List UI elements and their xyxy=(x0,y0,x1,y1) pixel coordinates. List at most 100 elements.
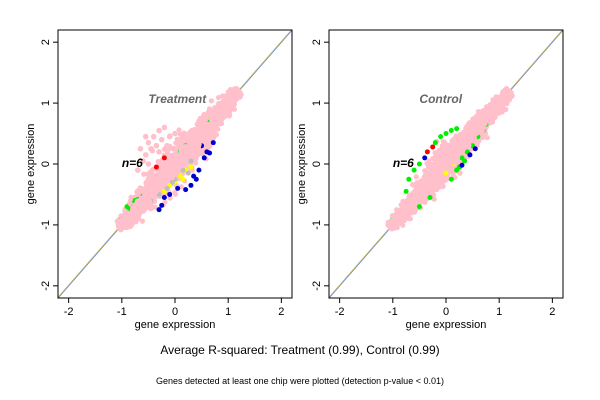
data-point xyxy=(142,133,149,140)
data-point xyxy=(416,161,422,167)
data-point xyxy=(467,152,473,158)
cloud-point xyxy=(483,108,489,114)
cloud-point xyxy=(195,131,201,137)
cloud-point xyxy=(481,120,488,127)
cloud-point xyxy=(465,138,472,144)
cloud-point xyxy=(215,94,222,101)
y-tick-label: -1 xyxy=(311,220,323,230)
cloud-point xyxy=(141,171,147,177)
cloud-point xyxy=(154,178,161,185)
x-tick-label: 2 xyxy=(549,306,555,318)
data-point xyxy=(454,126,460,132)
cloud-point xyxy=(208,98,215,104)
sample-count-label: n=6 xyxy=(122,156,143,170)
cloud-point xyxy=(204,139,210,145)
cloud-point xyxy=(164,169,170,175)
data-point xyxy=(159,202,165,208)
panel-title: Control xyxy=(419,92,462,106)
data-point xyxy=(180,167,186,173)
cloud-point xyxy=(414,187,420,193)
data-point xyxy=(183,187,189,193)
cloud-point xyxy=(450,172,456,179)
control-panel: -2 -1 0 1 2 -2 -1 0 1 2 gene expression gene expres… xyxy=(296,29,564,331)
data-point xyxy=(172,130,178,137)
cloud-point xyxy=(128,212,134,218)
cloud-point xyxy=(204,121,210,127)
cloud-point xyxy=(122,222,128,228)
cloud-point xyxy=(200,131,206,137)
cloud-point xyxy=(152,204,158,210)
cloud-point xyxy=(433,165,439,172)
data-point xyxy=(161,155,167,161)
cloud-point xyxy=(212,131,219,137)
data-point xyxy=(443,131,449,137)
cloud-point xyxy=(419,196,425,202)
cloud-point xyxy=(476,138,482,144)
cloud-point xyxy=(474,119,481,125)
x-tick-label: -1 xyxy=(117,306,127,318)
cloud-point xyxy=(457,140,464,146)
cloud-point xyxy=(226,105,233,111)
data-point xyxy=(185,170,191,176)
data-point xyxy=(145,139,152,146)
cloud-point xyxy=(139,218,145,224)
cloud-point xyxy=(483,112,489,118)
x-tick-label: 1 xyxy=(496,306,502,318)
data-point xyxy=(164,142,170,149)
data-point xyxy=(161,124,168,131)
data-point xyxy=(191,173,197,179)
cloud-point xyxy=(193,139,200,145)
data-point xyxy=(448,128,454,133)
cloud-point xyxy=(425,164,432,170)
data-point xyxy=(188,158,194,164)
data-point xyxy=(153,164,159,170)
data-point xyxy=(166,133,173,140)
data-point xyxy=(156,149,162,155)
data-point xyxy=(427,195,433,200)
cloud-point xyxy=(168,161,175,167)
y-tick-label: -2 xyxy=(311,281,323,291)
treatment-panel: -2 -1 0 1 2 -2 -1 0 1 2 gene expression gene expres… xyxy=(25,29,293,331)
x-tick-label: -2 xyxy=(335,306,345,318)
cloud-point xyxy=(431,196,437,202)
data-point xyxy=(174,139,181,146)
cloud-point xyxy=(172,189,178,195)
cloud-point xyxy=(144,200,150,206)
cloud-point xyxy=(399,212,405,218)
cloud-point xyxy=(196,151,202,157)
cloud-point xyxy=(120,213,127,219)
data-point xyxy=(137,145,144,152)
data-point xyxy=(424,149,430,155)
cloud-point xyxy=(211,123,217,129)
data-point xyxy=(180,176,186,182)
cloud-point xyxy=(437,178,443,184)
cloud-point xyxy=(141,196,147,202)
y-tick-label: -2 xyxy=(40,281,52,291)
cloud-point xyxy=(389,212,396,219)
cloud-point xyxy=(449,138,455,144)
cloud-point xyxy=(466,133,473,140)
cloud-point xyxy=(167,195,173,201)
data-point xyxy=(134,167,141,173)
cloud-point xyxy=(422,186,429,192)
data-point xyxy=(472,146,478,152)
data-point xyxy=(148,145,154,152)
cloud-point xyxy=(443,161,449,167)
data-point xyxy=(411,167,417,173)
data-point xyxy=(158,136,165,143)
cloud-point xyxy=(126,220,132,226)
cloud-point xyxy=(420,191,426,198)
data-point xyxy=(403,188,409,194)
data-point xyxy=(432,140,438,146)
data-point xyxy=(448,176,454,182)
cloud-point xyxy=(127,216,133,222)
cloud-point xyxy=(193,160,199,166)
x-tick-label: 2 xyxy=(278,306,284,318)
cloud-point xyxy=(180,136,186,143)
cloud-point xyxy=(497,94,503,101)
cloud-point xyxy=(147,169,153,176)
cloud-point xyxy=(227,87,234,93)
data-point xyxy=(164,185,170,191)
data-point xyxy=(142,152,149,158)
cloud-point xyxy=(393,221,400,227)
